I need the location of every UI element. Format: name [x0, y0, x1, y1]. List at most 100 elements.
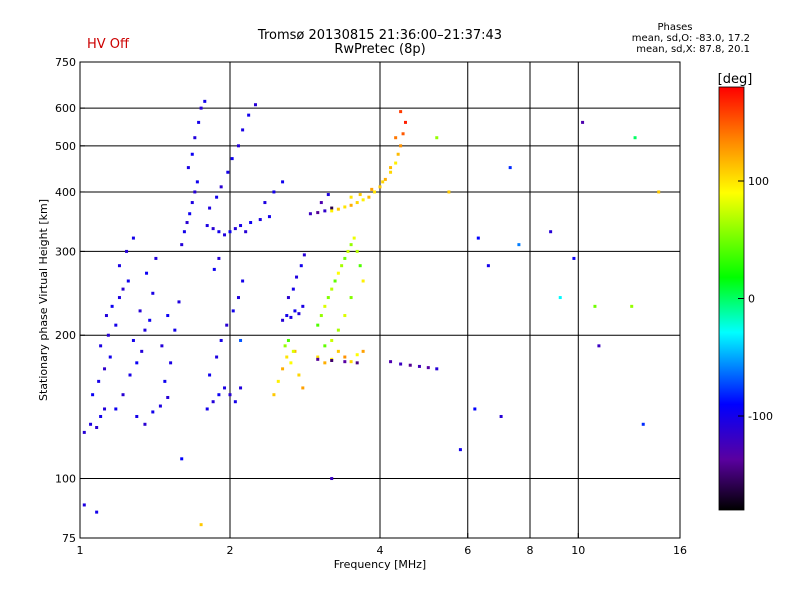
scatter-point	[289, 315, 293, 319]
scatter-point	[217, 393, 221, 397]
scatter-point	[140, 349, 144, 353]
x-tick-label: 2	[227, 544, 234, 557]
scatter-point	[108, 355, 112, 359]
scatter-point	[226, 170, 230, 174]
y-tick-label: 500	[55, 140, 76, 153]
scatter-point	[316, 357, 320, 361]
chart-title: Tromsø 20130815 21:36:00–21:37:43 RwPret…	[230, 29, 530, 57]
scatter-point	[558, 296, 562, 300]
scatter-points	[82, 99, 661, 527]
y-axis: 75 100 200 300 400 500 600 750	[55, 56, 85, 545]
scatter-point	[399, 110, 403, 114]
scatter-point	[99, 414, 103, 418]
scatter-point	[233, 227, 237, 231]
scatter-point	[135, 361, 139, 365]
scatter-point	[361, 198, 365, 202]
scatter-point	[346, 249, 350, 253]
scatter-point	[135, 414, 139, 418]
scatter-point	[417, 364, 421, 368]
scatter-point	[228, 393, 232, 397]
scatter-point	[276, 379, 280, 383]
scatter-point	[103, 367, 107, 371]
scatter-point	[281, 367, 285, 371]
scatter-point	[231, 309, 235, 313]
scatter-point	[95, 425, 99, 429]
scatter-point	[349, 243, 353, 247]
scatter-point	[239, 386, 243, 390]
x-tick-label: 16	[673, 544, 687, 557]
scatter-point	[244, 230, 248, 234]
scatter-point	[272, 393, 276, 397]
scatter-point	[323, 344, 327, 348]
scatter-point	[223, 386, 227, 390]
scatter-point	[657, 190, 661, 194]
scatter-point	[99, 344, 103, 348]
scatter-point	[182, 230, 186, 234]
scatter-point	[166, 314, 170, 318]
scatter-point	[302, 253, 306, 257]
y-tick-label: 600	[55, 102, 76, 115]
scatter-point	[336, 349, 340, 353]
scatter-point	[103, 407, 107, 411]
scatter-point	[358, 193, 362, 197]
scatter-point	[293, 349, 297, 353]
scatter-point	[508, 166, 512, 170]
x-axis-label: Frequency [MHz]	[334, 558, 426, 571]
scatter-point	[151, 291, 155, 295]
scatter-point	[323, 209, 327, 213]
scatter-point	[349, 195, 353, 199]
scatter-point	[399, 362, 403, 366]
scatter-point	[197, 120, 201, 124]
scatter-point	[367, 195, 371, 199]
scatter-point	[361, 279, 365, 283]
scatter-point	[225, 323, 229, 327]
scatter-point	[349, 296, 353, 300]
scatter-point	[117, 264, 121, 268]
scatter-point	[297, 312, 301, 316]
scatter-point	[241, 279, 245, 283]
scatter-point	[272, 190, 276, 194]
x-axis: 1 2 4 6 8 10 16	[77, 533, 687, 557]
scatter-point	[435, 367, 439, 371]
scatter-point	[281, 318, 285, 322]
scatter-point	[114, 323, 118, 327]
scatter-point	[349, 203, 353, 207]
scatter-point	[236, 296, 240, 300]
scatter-point	[549, 230, 553, 234]
scatter-point	[299, 264, 303, 268]
scatter-point	[336, 271, 340, 275]
scatter-point	[394, 161, 398, 165]
scatter-point	[295, 275, 299, 279]
scatter-point	[373, 190, 377, 194]
scatter-point	[128, 373, 132, 377]
scatter-point	[154, 256, 158, 260]
scatter-point	[193, 190, 197, 194]
phase-stats-x-mode: mean, sd,X: 87.8, 20.1	[636, 44, 750, 55]
scatter-point	[286, 338, 290, 342]
scatter-point	[355, 353, 359, 357]
scatter-point	[343, 205, 347, 209]
scatter-point	[193, 136, 197, 140]
scatter-point	[435, 136, 439, 140]
x-tick-label: 6	[464, 544, 471, 557]
colorbar-label: [deg]	[718, 72, 753, 87]
scatter-point	[473, 407, 477, 411]
scatter-point	[499, 414, 503, 418]
scatter-point	[190, 201, 194, 205]
chart-title-line2: RwPretec (8p)	[334, 42, 426, 57]
scatter-point	[117, 296, 121, 300]
scatter-point	[323, 361, 327, 365]
y-tick-label: 750	[55, 56, 76, 69]
scatter-point	[333, 279, 337, 283]
scatter-point	[316, 355, 320, 359]
scatter-point	[593, 304, 597, 308]
scatter-point	[358, 264, 362, 268]
scatter-point	[378, 185, 382, 189]
scatter-point	[426, 366, 430, 370]
scatter-point	[106, 333, 110, 337]
x-tick-label: 10	[571, 544, 585, 557]
scatter-point	[301, 386, 305, 390]
hv-status-label: HV Off	[87, 37, 129, 52]
scatter-point	[199, 106, 203, 110]
